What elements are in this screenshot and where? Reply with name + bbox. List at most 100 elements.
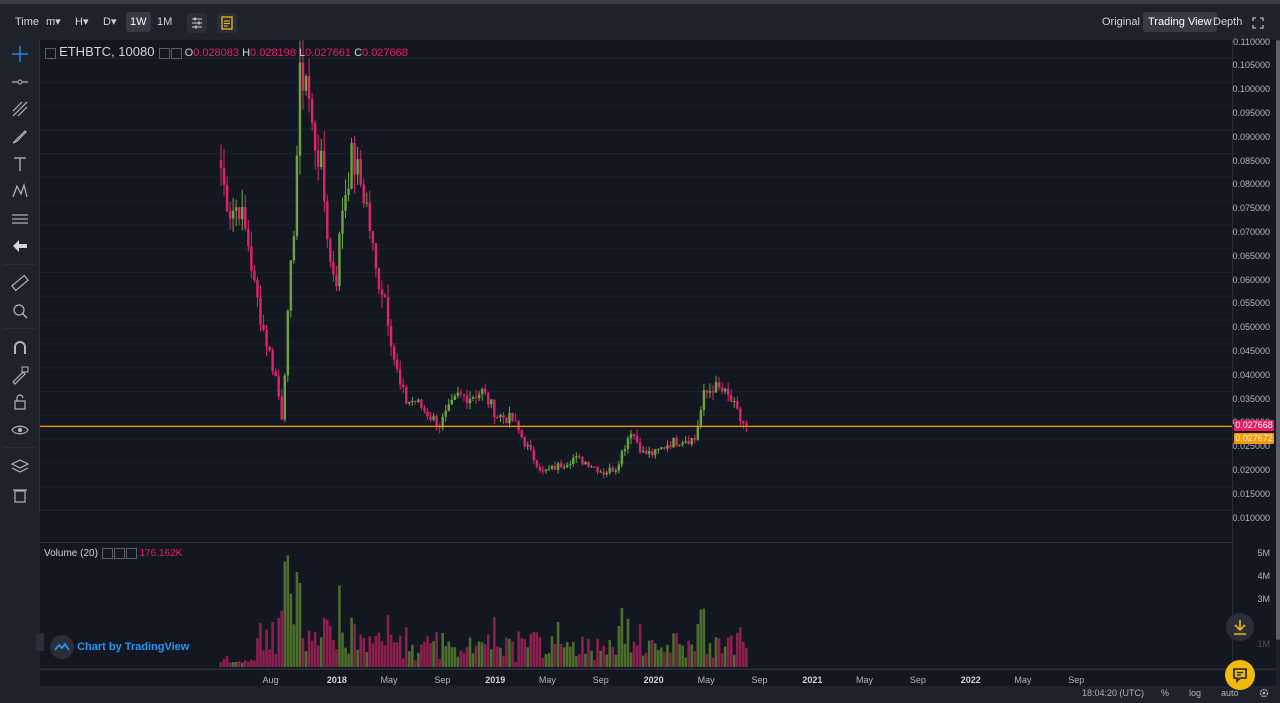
time-tick: May [855, 675, 873, 685]
candle-body [742, 421, 745, 424]
time-tick: Aug [262, 675, 279, 685]
candle-body [320, 150, 323, 168]
price-tick: 0.015000 [1232, 488, 1270, 499]
lock-icon[interactable] [10, 392, 30, 412]
volume-bar [657, 650, 660, 667]
price-chart-svg [40, 34, 1232, 511]
volume-bar [705, 654, 709, 667]
volume-bar [474, 645, 478, 667]
volume-bar [283, 561, 287, 667]
download-button[interactable] [1226, 613, 1254, 641]
brush-icon[interactable] [10, 127, 30, 147]
candle-body [238, 207, 241, 220]
settings-icon[interactable] [187, 13, 207, 33]
back-arrow-icon[interactable] [10, 236, 30, 256]
eye-icon[interactable] [10, 420, 30, 440]
view-depth[interactable]: Depth [1213, 16, 1243, 28]
pattern-icon[interactable] [10, 181, 30, 201]
symbol-label[interactable]: ETHBTC, 10080 [59, 44, 155, 59]
volume-bar [383, 645, 387, 667]
volume-visibility-icon[interactable] [101, 547, 113, 559]
candle-body [669, 445, 672, 448]
bottom-bar: 18:04:20 (UTC) % log auto [40, 686, 1280, 703]
magnet-icon[interactable] [10, 338, 30, 358]
candle-body [365, 202, 368, 204]
open-value: 0.028083 [193, 47, 240, 59]
view-original[interactable]: Original [1102, 16, 1140, 28]
open-label: O [184, 47, 194, 59]
volume-bar [247, 661, 250, 667]
volume-bar [575, 656, 578, 667]
volume-bar [231, 662, 235, 667]
volume-close-icon[interactable] [125, 547, 137, 559]
candle-body [484, 388, 487, 393]
candle-body [471, 397, 475, 399]
volume-bar [480, 642, 484, 667]
volume-bar [523, 638, 526, 667]
utc-clock[interactable]: 18:04:20 (UTC) [1082, 688, 1145, 698]
lock-drawing-icon[interactable] [10, 365, 30, 385]
tradingview-watermark[interactable]: Chart by TradingView [50, 635, 189, 660]
interval-1m[interactable]: 1M [157, 16, 173, 28]
ruler-icon[interactable] [10, 273, 30, 293]
trash-icon[interactable] [10, 485, 30, 505]
fib-icon[interactable] [10, 99, 30, 119]
fullscreen-icon[interactable] [1248, 13, 1268, 33]
drawing-toolbar [0, 40, 40, 513]
auto-toggle[interactable]: auto [1221, 688, 1239, 698]
text-icon[interactable] [10, 154, 30, 174]
volume-bar [292, 624, 296, 667]
volume-label[interactable]: Volume (20) [44, 548, 98, 559]
volume-pane[interactable] [40, 543, 1232, 668]
interval-hours[interactable]: H▾ [75, 16, 89, 28]
candle-body [301, 62, 305, 91]
time-axis[interactable]: Aug 2018 May Sep 2019 May Sep 2020 May Sep 2021 May… [40, 669, 1276, 686]
volume-bar [417, 652, 420, 667]
gear-icon[interactable] [1258, 687, 1270, 701]
candle-body [344, 194, 347, 211]
percent-toggle[interactable]: % [1161, 688, 1170, 698]
collapse-toolbar-handle[interactable] [36, 633, 44, 651]
legend-close-icon[interactable] [170, 47, 182, 59]
candle-body [496, 417, 499, 419]
candle-body [335, 274, 338, 287]
candle-body [702, 390, 706, 411]
high-value: 0.028198 [250, 47, 296, 59]
candle-body [462, 394, 466, 396]
chat-button[interactable] [1225, 660, 1255, 690]
volume-bar [365, 652, 369, 667]
volume-legend: Volume (20) 176.162K [44, 547, 182, 561]
interval-days[interactable]: D▾ [103, 16, 117, 28]
volume-settings-icon[interactable] [113, 547, 125, 559]
horizontal-line-icon[interactable] [10, 72, 30, 92]
interval-minutes[interactable]: m▾ [46, 16, 61, 28]
volume-tick: 3M [1257, 593, 1270, 604]
volume-bar [234, 662, 238, 667]
volume-bar [702, 608, 706, 667]
measure-icon[interactable] [10, 209, 30, 229]
top-toolbar: Time m▾ H▾ D▾ 1W 1M Original Trading Vie… [0, 0, 1280, 40]
indicators-icon[interactable] [217, 13, 237, 33]
zoom-icon[interactable] [10, 301, 30, 321]
candle-body [705, 390, 709, 393]
pane-divider[interactable] [40, 542, 1276, 543]
price-tick: 0.050000 [1232, 322, 1270, 333]
low-value: 0.027661 [305, 47, 351, 59]
legend-settings-icon[interactable] [158, 47, 170, 59]
candle-body [447, 404, 450, 411]
scrollbar[interactable] [1276, 40, 1280, 640]
price-axis[interactable]: 0.110000 0.105000 0.100000 0.095000 0.090000… [1232, 37, 1276, 668]
volume-bar [502, 655, 505, 667]
candle-body [590, 466, 593, 468]
layers-icon[interactable] [10, 457, 30, 477]
volume-bar [568, 646, 572, 667]
volume-bar [471, 653, 475, 667]
collapse-legend-icon[interactable] [45, 47, 56, 59]
price-pane[interactable] [40, 34, 1232, 542]
interval-1w[interactable]: 1W [126, 12, 151, 32]
log-toggle[interactable]: log [1189, 688, 1202, 698]
view-trading-view[interactable]: Trading View [1143, 12, 1217, 32]
time-tick: Sep [751, 675, 768, 685]
crosshair-icon[interactable] [10, 44, 30, 64]
volume-bar [398, 635, 402, 667]
